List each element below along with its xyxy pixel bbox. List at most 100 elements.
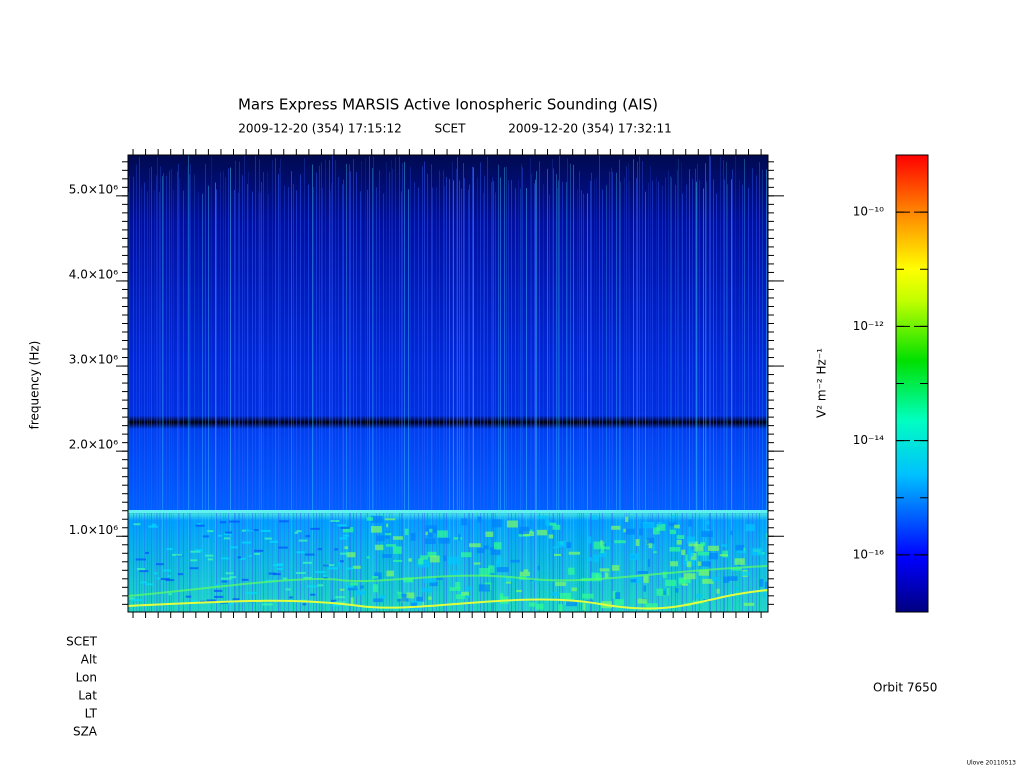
spectrogram-stripe <box>723 160 724 612</box>
spectrogram-stripe <box>275 158 276 612</box>
spectrogram-stripe <box>332 155 333 612</box>
spectrogram-stripe <box>549 194 550 612</box>
spectrogram-patch <box>686 536 695 544</box>
spectrogram-patch <box>246 529 254 532</box>
spectrogram-patch <box>667 588 670 596</box>
spectrogram-stripe <box>342 184 343 612</box>
spectrogram-stripe <box>288 187 289 612</box>
spectrogram-patch <box>571 587 577 592</box>
spectrogram-patch <box>223 537 230 540</box>
spectrogram-patch <box>549 522 557 526</box>
spectrogram-stripe <box>731 179 732 612</box>
spectrogram-stripe <box>321 162 322 612</box>
spectrogram-patch <box>611 525 621 530</box>
spectrogram-patch <box>224 533 232 536</box>
spectrogram-patch <box>140 581 147 584</box>
spectrogram-stripe <box>163 173 164 612</box>
spectrogram-stripe <box>566 182 567 612</box>
spectrogram-patch <box>135 558 146 561</box>
spectrogram-patch <box>429 528 433 533</box>
spectrogram-patch <box>635 539 640 546</box>
spectrogram-patch <box>340 526 350 529</box>
spectrogram-patch <box>276 567 283 570</box>
spectrogram-patch <box>698 569 709 576</box>
spectrogram-stripe <box>484 175 485 612</box>
spectrogram-stripe <box>567 158 568 612</box>
spectrogram-patch <box>493 542 502 550</box>
spectrogram-patch <box>165 579 175 582</box>
spectrogram-patch <box>751 547 763 556</box>
spectrogram-patch <box>537 515 548 519</box>
spectrogram-patch <box>330 599 337 602</box>
spectrogram-patch <box>133 523 141 526</box>
spectrogram-patch <box>537 565 540 571</box>
spectrogram-patch <box>548 534 554 539</box>
spectrogram-stripe <box>697 163 698 612</box>
spectrogram-patch <box>600 546 605 553</box>
spectrogram-patch <box>611 565 620 571</box>
spectrogram-stripe <box>483 193 484 612</box>
spectrogram-patch <box>340 588 345 591</box>
spectrogram-patch <box>392 536 403 540</box>
spectrogram-patch <box>599 568 610 572</box>
spectrogram-patch <box>195 524 205 527</box>
spectrogram-stripe <box>360 191 361 612</box>
spectrogram-stripe <box>724 179 725 612</box>
spectrogram-stripe <box>562 181 563 612</box>
spectrogram-stripe <box>353 159 354 612</box>
spectrogram-patch <box>155 563 164 566</box>
spectrogram-stripe <box>376 187 377 612</box>
spectrogram-patch <box>646 603 658 611</box>
spectrogram-stripe <box>154 190 155 612</box>
spectrogram-patch <box>465 586 471 591</box>
spectrogram-patch <box>437 530 448 538</box>
spectrogram-stripe <box>293 183 294 612</box>
spectrogram-stripe <box>459 180 460 612</box>
spectrogram-patch <box>241 541 252 544</box>
spectrogram-stripe <box>587 193 588 612</box>
spectrogram-stripe <box>535 179 536 612</box>
spectrogram-stripe <box>414 182 415 612</box>
spectrogram-stripe <box>255 156 256 612</box>
spectrogram-stripe <box>599 155 600 612</box>
spectrogram-patch <box>317 548 322 551</box>
spectrogram-patch <box>656 523 666 531</box>
spectrogram-patch <box>643 575 649 583</box>
spectrogram-stripe <box>556 174 557 612</box>
spectrogram-stripe <box>173 190 174 612</box>
spectrogram-stripe <box>410 166 411 612</box>
spectrogram-stripe <box>543 183 544 612</box>
spectrogram-stripe <box>228 168 229 612</box>
spectrogram-patch <box>587 557 592 562</box>
spectrogram-patch <box>676 535 685 540</box>
spectrogram-patch <box>671 515 676 518</box>
spectrogram-patch <box>552 546 559 549</box>
spectrogram-patch <box>207 558 213 561</box>
spectrogram-stripe <box>248 172 249 612</box>
spectrogram-stripe <box>258 190 259 612</box>
subtitle-scet: SCET <box>435 122 467 136</box>
spectrogram-stripe <box>133 176 134 612</box>
spectrogram-patch <box>282 577 288 580</box>
spectrogram-patch <box>386 570 395 577</box>
spectrogram-stripe <box>732 169 733 612</box>
spectrogram-patch <box>535 603 544 610</box>
spectrogram-patch <box>352 565 361 569</box>
spectrogram-patch <box>637 598 647 604</box>
spectrogram-patch <box>736 550 745 554</box>
spectrogram-patch <box>324 564 335 567</box>
spectrogram-stripe <box>457 157 458 612</box>
spectrogram-patch <box>241 529 246 532</box>
spectrogram-stripe <box>399 156 400 612</box>
spectrogram-patch <box>145 551 149 554</box>
spectrogram-patch <box>310 527 320 530</box>
spectrogram-stripe <box>726 161 727 612</box>
spectrogram-stripe <box>141 187 142 612</box>
spectrogram-stripe <box>215 182 216 612</box>
spectrogram-patch <box>384 518 396 521</box>
spectrogram-patch <box>652 527 660 535</box>
spectrogram-stripe <box>557 187 558 612</box>
spectrogram-patch <box>404 528 409 536</box>
spectrogram-patch <box>392 546 402 554</box>
spectrogram-stripe <box>331 182 332 612</box>
